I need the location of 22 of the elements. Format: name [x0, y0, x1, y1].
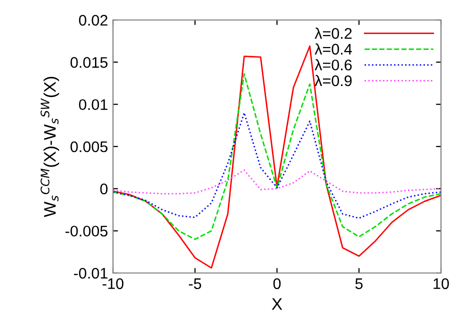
legend-label: λ=0.2 [314, 28, 352, 39]
y-tick-label: 0.01 [79, 99, 108, 110]
x-tick-label: 5 [355, 278, 363, 290]
x-tick-label: 0 [273, 278, 281, 290]
legend-label: λ=0.9 [314, 74, 352, 86]
y-tick-label: 0.02 [79, 14, 108, 26]
legend-label: λ=0.4 [314, 43, 352, 55]
legend-label: λ=0.6 [314, 59, 352, 70]
line-series [113, 45, 441, 269]
line-series [113, 169, 441, 194]
y-axis-title: W$_{s}$$^{CCM}$(X)-W$_{s}$$^{SW}$(X) [40, 76, 60, 218]
x-axis-title: X [272, 298, 282, 310]
x-tick-label: 10 [434, 278, 449, 290]
y-tick-label: 0.015 [70, 57, 108, 68]
line-series [113, 73, 441, 240]
line-series [113, 112, 441, 219]
y-tick-label: -0.005 [66, 226, 108, 237]
y-tick-label: 0 [100, 184, 108, 194]
y-tick-label: 0.005 [70, 141, 108, 152]
x-tick-label: -10 [102, 278, 124, 290]
x-tick-label: -5 [188, 278, 202, 290]
y-tick-label: -0.01 [74, 268, 108, 279]
